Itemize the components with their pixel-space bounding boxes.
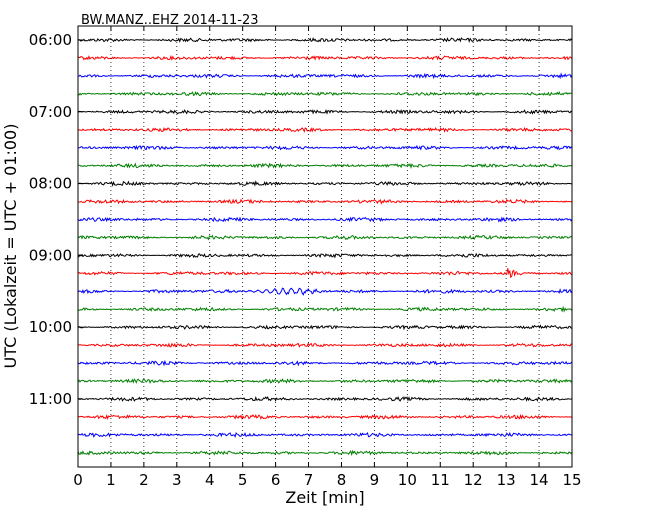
trace-0645 — [77, 91, 573, 97]
trace-1115 — [77, 413, 573, 421]
x-tick-label: 2 — [139, 471, 149, 489]
x-tick-label: 3 — [172, 471, 182, 489]
x-tick-label: 10 — [398, 471, 417, 489]
x-tick-label: 9 — [370, 471, 380, 489]
x-tick-label: 14 — [530, 471, 549, 489]
plot-frame — [77, 25, 573, 468]
trace-0715 — [77, 126, 572, 133]
trace-1130 — [77, 431, 573, 438]
x-grid — [110, 26, 540, 467]
y-tick-label: 10:00 — [29, 318, 72, 336]
trace-0745 — [77, 162, 572, 170]
x-tick-label: 13 — [497, 471, 516, 489]
x-tick-label: 0 — [73, 471, 83, 489]
x-tick-label: 1 — [106, 471, 116, 489]
trace-0615 — [77, 54, 573, 61]
trace-0700 — [77, 108, 573, 115]
x-tick-label: 8 — [337, 471, 347, 489]
y-tick-label: 06:00 — [29, 31, 72, 49]
trace-1100 — [77, 395, 573, 402]
trace-1030 — [77, 359, 573, 367]
trace-0900 — [77, 252, 573, 259]
trace-0930 — [77, 287, 573, 296]
trace-0945 — [77, 305, 573, 313]
trace-0915 — [77, 268, 573, 279]
y-tick-label: 09:00 — [29, 246, 72, 264]
y-axis-ticks: 06:00 07:00 08:00 09:00 10:00 11:00 — [29, 31, 83, 408]
trace-0630 — [78, 72, 573, 80]
y-tick-label: 11:00 — [29, 390, 72, 408]
trace-0730 — [77, 144, 573, 151]
x-tick-label: 12 — [464, 471, 483, 489]
x-tick-label: 4 — [205, 471, 215, 489]
trace-0800 — [77, 180, 573, 187]
x-axis-label: Zeit [min] — [285, 488, 364, 507]
x-tick-label: 11 — [431, 471, 450, 489]
x-tick-label: 5 — [238, 471, 248, 489]
chart-title: BW.MANZ..EHZ 2014-11-23 — [81, 13, 259, 28]
trace-1045 — [77, 378, 573, 384]
trace-0830 — [77, 216, 573, 223]
y-tick-label: 08:00 — [29, 175, 72, 193]
y-axis-label: UTC (Lokalzeit = UTC + 01:00) — [1, 124, 20, 369]
trace-1145 — [77, 449, 573, 457]
x-tick-label: 15 — [562, 471, 581, 489]
trace-1015 — [78, 342, 573, 348]
trace-0845 — [77, 234, 573, 241]
traces-group — [77, 37, 573, 457]
trace-0815 — [77, 198, 573, 205]
y-tick-label: 07:00 — [29, 103, 72, 121]
trace-0600 — [77, 37, 573, 44]
x-tick-label: 7 — [304, 471, 314, 489]
x-tick-label: 6 — [271, 471, 281, 489]
x-axis-ticks: 0 1 2 3 4 5 6 7 8 9 10 11 12 13 14 15 — [73, 26, 582, 489]
trace-1000 — [77, 324, 573, 331]
